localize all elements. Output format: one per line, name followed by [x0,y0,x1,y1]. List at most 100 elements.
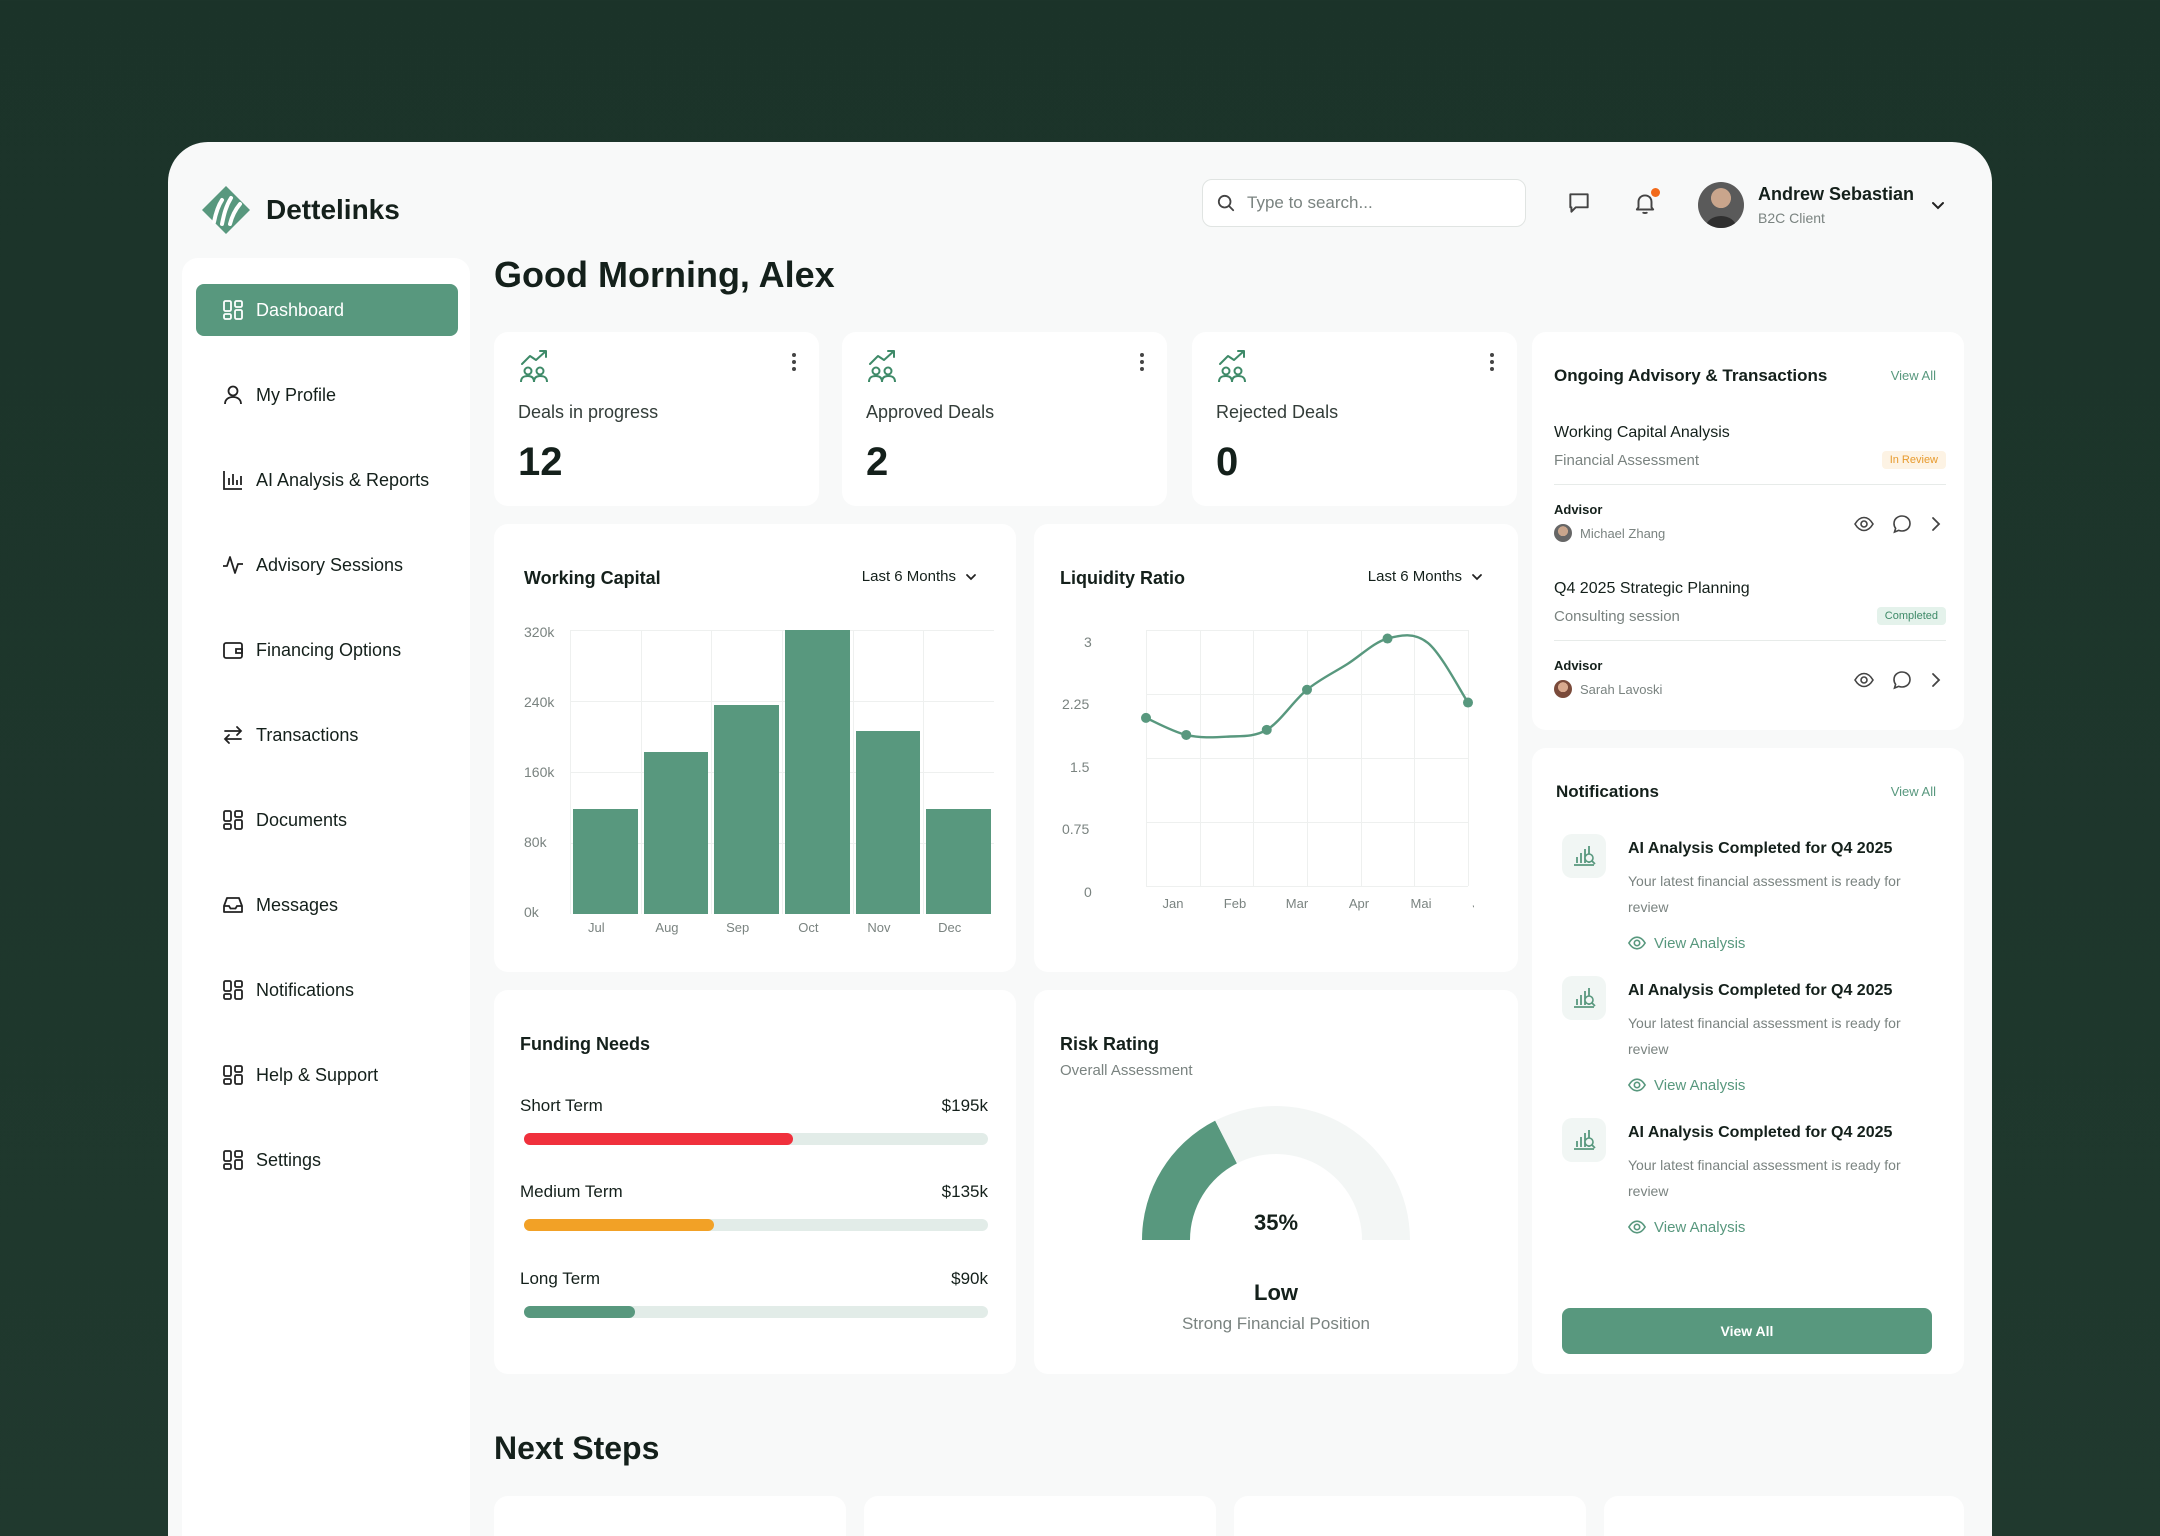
next-step-card[interactable] [864,1496,1216,1536]
y-tick-label: 2.25 [1062,696,1090,712]
advisor-info: Sarah Lavoski [1554,680,1662,698]
view-analysis-link[interactable]: View Analysis [1628,1218,1745,1236]
next-step-card[interactable] [1604,1496,1964,1536]
messages-button[interactable] [1562,186,1596,220]
chevron-down-icon [1932,202,1945,210]
bar-aug[interactable] [643,752,709,914]
page-title: Good Morning, Alex [494,254,835,295]
notification-text: Your latest financial assessment is read… [1628,873,1901,915]
search-box[interactable] [1202,179,1526,227]
x-tick-label: Mai [1411,896,1432,911]
funding-row-short-term: Short Term $195k [520,1096,988,1145]
working-capital-card: Working Capital Last 6 Months 320k 240k … [494,524,1016,972]
risk-description: Strong Financial Position [1181,1314,1371,1333]
stat-card-approved-deals: Approved Deals 2 [842,332,1167,506]
more-options-icon[interactable] [791,352,797,372]
search-input[interactable] [1247,193,1497,213]
logo[interactable]: Dettelinks [198,182,400,238]
view-analysis-link[interactable]: View Analysis [1628,1076,1745,1094]
analysis-chart-icon [1562,834,1606,878]
data-point-apr[interactable] [1302,684,1312,695]
stat-card-rejected-deals: Rejected Deals 0 [1192,332,1517,506]
next-step-card[interactable] [494,1496,846,1536]
funding-needs-title: Funding Needs [520,1034,650,1054]
notifications-view-all-button[interactable]: View All [1562,1308,1932,1354]
advisor-name: Sarah Lavoski [1580,681,1663,697]
sidebar-item-my-profile[interactable]: My Profile [196,369,458,421]
x-tick-label: Apr [1349,896,1370,911]
chat-bubble-icon[interactable] [1892,514,1912,534]
liquidity-period-select[interactable]: Last 6 Months [1368,568,1484,585]
grid-icon [223,810,243,830]
sidebar-item-transactions[interactable]: Transactions [196,709,458,761]
view-analysis-link[interactable]: View Analysis [1628,934,1745,952]
bar-sep[interactable] [714,704,779,914]
next-step-card[interactable] [1234,1496,1586,1536]
sidebar-item-settings[interactable]: Settings [196,1134,458,1186]
divider [1554,484,1946,485]
more-options-icon[interactable] [1489,352,1495,372]
sidebar-item-notifications[interactable]: Notifications [196,964,458,1016]
user-menu[interactable]: Andrew Sebastian B2C Client [1698,182,1946,228]
advisory-item-title[interactable]: Working Capital Analysis [1554,424,1730,441]
sidebar-item-label: Settings [256,1149,322,1170]
data-point-feb[interactable] [1181,729,1192,740]
sidebar-item-help-support[interactable]: Help & Support [196,1049,458,1101]
notifications-view-all-link[interactable]: View All [1890,784,1936,799]
sidebar-item-dashboard[interactable]: Dashboard [196,284,458,336]
advisor-name: Michael Zhang [1580,525,1666,541]
advisor-info: Michael Zhang [1554,524,1665,542]
advisory-view-all-link[interactable]: View All [1890,368,1936,383]
x-tick-label: Oct [798,920,819,935]
more-options-icon[interactable] [1139,352,1145,372]
data-point-jun[interactable] [1463,697,1473,708]
chat-bubble-icon[interactable] [1892,670,1912,690]
brand-name: Dettelinks [266,194,400,225]
y-tick-label: 160k [524,764,555,780]
analysis-chart-icon [1562,976,1606,1020]
chevron-down-icon [1472,573,1482,580]
notifications-button[interactable] [1628,186,1662,220]
status-badge: Completed [1876,607,1946,625]
funding-value: $135k [941,1182,988,1201]
x-tick-label: Nov [867,920,891,935]
notifications-title: Notifications [1556,782,1659,801]
notification-title: AI Analysis Completed for Q4 2025 [1628,840,1893,857]
x-tick-label: Jul [588,920,605,935]
y-tick-label: 0 [1084,884,1092,900]
advisor-label: Advisor [1554,658,1603,673]
bar-oct[interactable] [785,630,850,914]
stat-value: 2 [866,440,889,484]
eye-icon[interactable] [1854,670,1874,690]
advisory-item-title[interactable]: Q4 2025 Strategic Planning [1554,580,1750,597]
data-point-mar[interactable] [1261,724,1272,735]
data-point-mai[interactable] [1382,633,1393,644]
grid-icon [223,980,243,1000]
eye-icon[interactable] [1854,514,1874,534]
x-tick-label: Dec [938,920,962,935]
data-point-jan[interactable] [1141,712,1151,723]
sidebar-item-label: Advisory Sessions [256,554,404,575]
sidebar-item-financing-options[interactable]: Financing Options [196,624,458,676]
advisory-actions [1854,514,1942,534]
y-tick-label: 240k [524,694,555,710]
wallet-icon [223,642,243,659]
dashboard-icon [223,300,243,320]
bar-jul[interactable] [573,809,638,914]
deals-growth-icon [520,350,548,383]
funding-track [524,1219,988,1231]
sidebar-item-advisory-sessions[interactable]: Advisory Sessions [196,539,458,591]
working-capital-title: Working Capital [524,568,661,588]
chevron-right-icon[interactable] [1930,516,1942,532]
bar-nov[interactable] [855,731,921,914]
funding-value: $195k [941,1096,988,1115]
grid-icon [223,1065,243,1085]
y-tick-label: 320k [524,624,555,640]
bar-dec[interactable] [926,809,991,914]
sidebar-item-messages[interactable]: Messages [196,879,458,931]
activity-icon [223,556,243,574]
sidebar-item-ai-analysis[interactable]: AI Analysis & Reports [196,454,458,506]
sidebar-item-documents[interactable]: Documents [196,794,458,846]
chevron-right-icon[interactable] [1930,672,1942,688]
working-capital-period-select[interactable]: Last 6 Months [862,568,978,585]
